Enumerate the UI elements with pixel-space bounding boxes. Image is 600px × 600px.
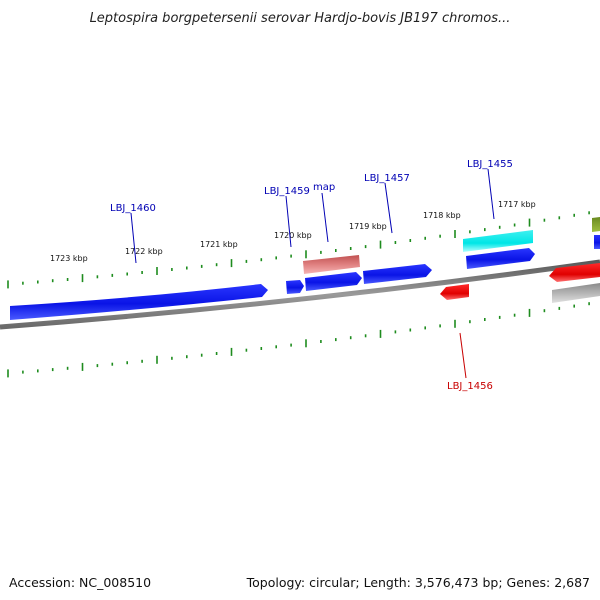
- gene-edge-olive[interactable]: [592, 217, 600, 232]
- label-LBJ_1455[interactable]: LBJ_1455: [467, 159, 513, 170]
- leader-LBJ_1459: [285, 195, 292, 248]
- scale-label-1717: 1717 kbp: [498, 200, 536, 209]
- chromosome-backbone: [0, 259, 600, 330]
- scale-label-1723: 1723 kbp: [50, 254, 88, 263]
- leader-LBJ_1457: [384, 182, 393, 234]
- label-LBJ_1460[interactable]: LBJ_1460: [110, 203, 156, 214]
- accession-label: Accession: NC_008510: [9, 575, 151, 590]
- label-LBJ_1457[interactable]: LBJ_1457: [364, 173, 410, 184]
- leader-LBJ_1460: [130, 212, 137, 264]
- topology-summary: Topology: circular; Length: 3,576,473 bp…: [246, 575, 590, 590]
- gene-LBJ_1457[interactable]: [363, 264, 432, 284]
- leader-map: [321, 192, 329, 243]
- gene-edge-forward[interactable]: [594, 235, 600, 249]
- gene-LBJ_1455-cds[interactable]: [466, 248, 535, 269]
- gene-edge-reverse[interactable]: [549, 263, 600, 282]
- gene-LBJ_1459[interactable]: [286, 280, 304, 294]
- gene-map-feature[interactable]: [303, 255, 360, 274]
- label-LBJ_1459[interactable]: LBJ_1459: [264, 186, 310, 197]
- upper-tick-ring: [7, 211, 590, 289]
- leader-LBJ_1455: [487, 168, 495, 220]
- lower-tick-ring: [7, 302, 590, 378]
- label-LBJ_1456[interactable]: LBJ_1456: [447, 381, 493, 392]
- scale-label-1722: 1722 kbp: [125, 247, 163, 256]
- leader-LBJ_1456: [459, 332, 467, 379]
- label-map[interactable]: map: [313, 182, 335, 193]
- gene-LBJ_1456[interactable]: [440, 284, 469, 300]
- scale-label-1720: 1720 kbp: [274, 231, 312, 240]
- gene-edge-gray[interactable]: [552, 283, 600, 303]
- gene-map[interactable]: [305, 272, 362, 291]
- gene-LBJ_1455-rna[interactable]: [463, 230, 533, 252]
- map-title: Leptospira borgpetersenii serovar Hardjo…: [90, 11, 511, 26]
- scale-label-1721: 1721 kbp: [200, 240, 238, 249]
- scale-label-1719: 1719 kbp: [349, 222, 387, 231]
- scale-label-1718: 1718 kbp: [423, 211, 461, 220]
- gene-LBJ_1460[interactable]: [10, 284, 268, 320]
